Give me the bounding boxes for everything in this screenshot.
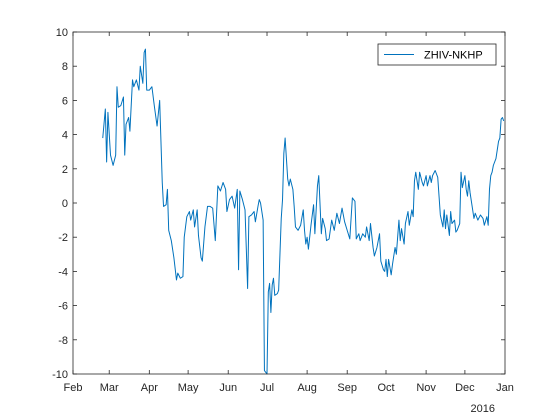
series-layer (102, 48, 505, 375)
y-tick-label: -10 (52, 369, 68, 381)
y-tick-label: 10 (56, 27, 68, 39)
y-tick-label: 6 (62, 95, 68, 107)
x-tick-label: Jun (219, 382, 237, 394)
y-tick-label: -6 (58, 301, 68, 313)
y-tick-label: -8 (58, 335, 68, 347)
x-tick-label: Feb (64, 382, 83, 394)
x-tick-label: Jan (496, 382, 514, 394)
plot-area (73, 32, 505, 374)
plot-border (72, 31, 506, 375)
legend-box (377, 43, 497, 66)
y-tick-label: -2 (58, 232, 68, 244)
x-tick-label: Aug (297, 382, 317, 394)
x-tick-label: Nov (416, 382, 436, 394)
legend: ZHIV-NKHP (377, 43, 497, 66)
y-tick-label: -4 (58, 266, 68, 278)
series-line (102, 48, 505, 375)
x-tick-label: Mar (100, 382, 119, 394)
x-tick-label: Apr (141, 382, 158, 394)
legend-label: ZHIV-NKHP (424, 50, 483, 62)
y-axis: -10 -8 -6 -4 -2 0 2 4 6 8 10 (52, 27, 505, 381)
y-tick-label: 0 (62, 198, 68, 210)
x-tick-label: May (178, 382, 199, 394)
y-tick-label: 4 (62, 130, 68, 142)
x-tick-label: Jul (260, 382, 274, 394)
x-axis: Feb Mar Apr May Jun Jul Aug Sep Oct Nov Dec Jan (64, 32, 514, 394)
x-tick-label: Dec (455, 382, 475, 394)
y-tick-label: 2 (62, 164, 68, 176)
x-axis-year-label: 2016 (471, 403, 495, 415)
x-tick-label: Oct (377, 382, 394, 394)
x-tick-label: Sep (337, 382, 357, 394)
y-tick-label: 8 (62, 61, 68, 73)
